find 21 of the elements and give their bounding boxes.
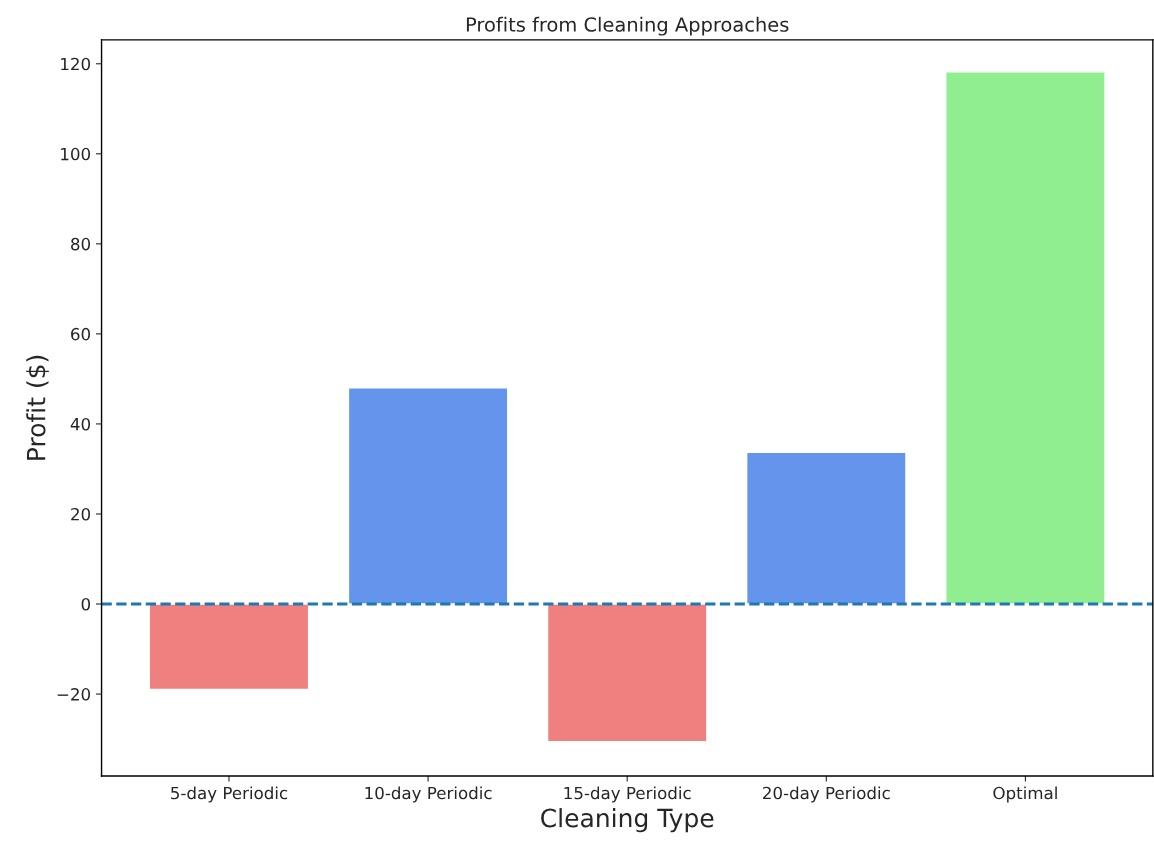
- y-tick-label: 20: [71, 507, 91, 521]
- x-tick-label: 15-day Periodic: [564, 786, 691, 803]
- chart-title: Profits from Cleaning Approaches: [466, 16, 789, 36]
- x-tick-label: 20-day Periodic: [763, 786, 890, 803]
- x-tick-label: 5-day Periodic: [171, 786, 288, 803]
- y-tick-label: 80: [71, 237, 91, 251]
- x-axis-title: Cleaning Type: [541, 808, 714, 833]
- y-tick-label: 40: [70, 417, 91, 431]
- y-tick-label: −20: [57, 688, 91, 701]
- bar: [347, 387, 509, 605]
- y-tick-label: 120: [61, 57, 91, 71]
- x-tick-label: 10-day Periodic: [365, 786, 492, 803]
- bar: [546, 603, 708, 743]
- bar: [945, 71, 1106, 605]
- y-tick-label: 60: [71, 327, 91, 341]
- y-tick-label: 100: [61, 147, 91, 161]
- x-tick-label: Optimal: [993, 786, 1057, 803]
- y-tick-label: 0: [81, 597, 91, 611]
- bar: [745, 451, 907, 605]
- bar: [148, 603, 310, 691]
- y-axis-title: Profit ($): [26, 355, 49, 460]
